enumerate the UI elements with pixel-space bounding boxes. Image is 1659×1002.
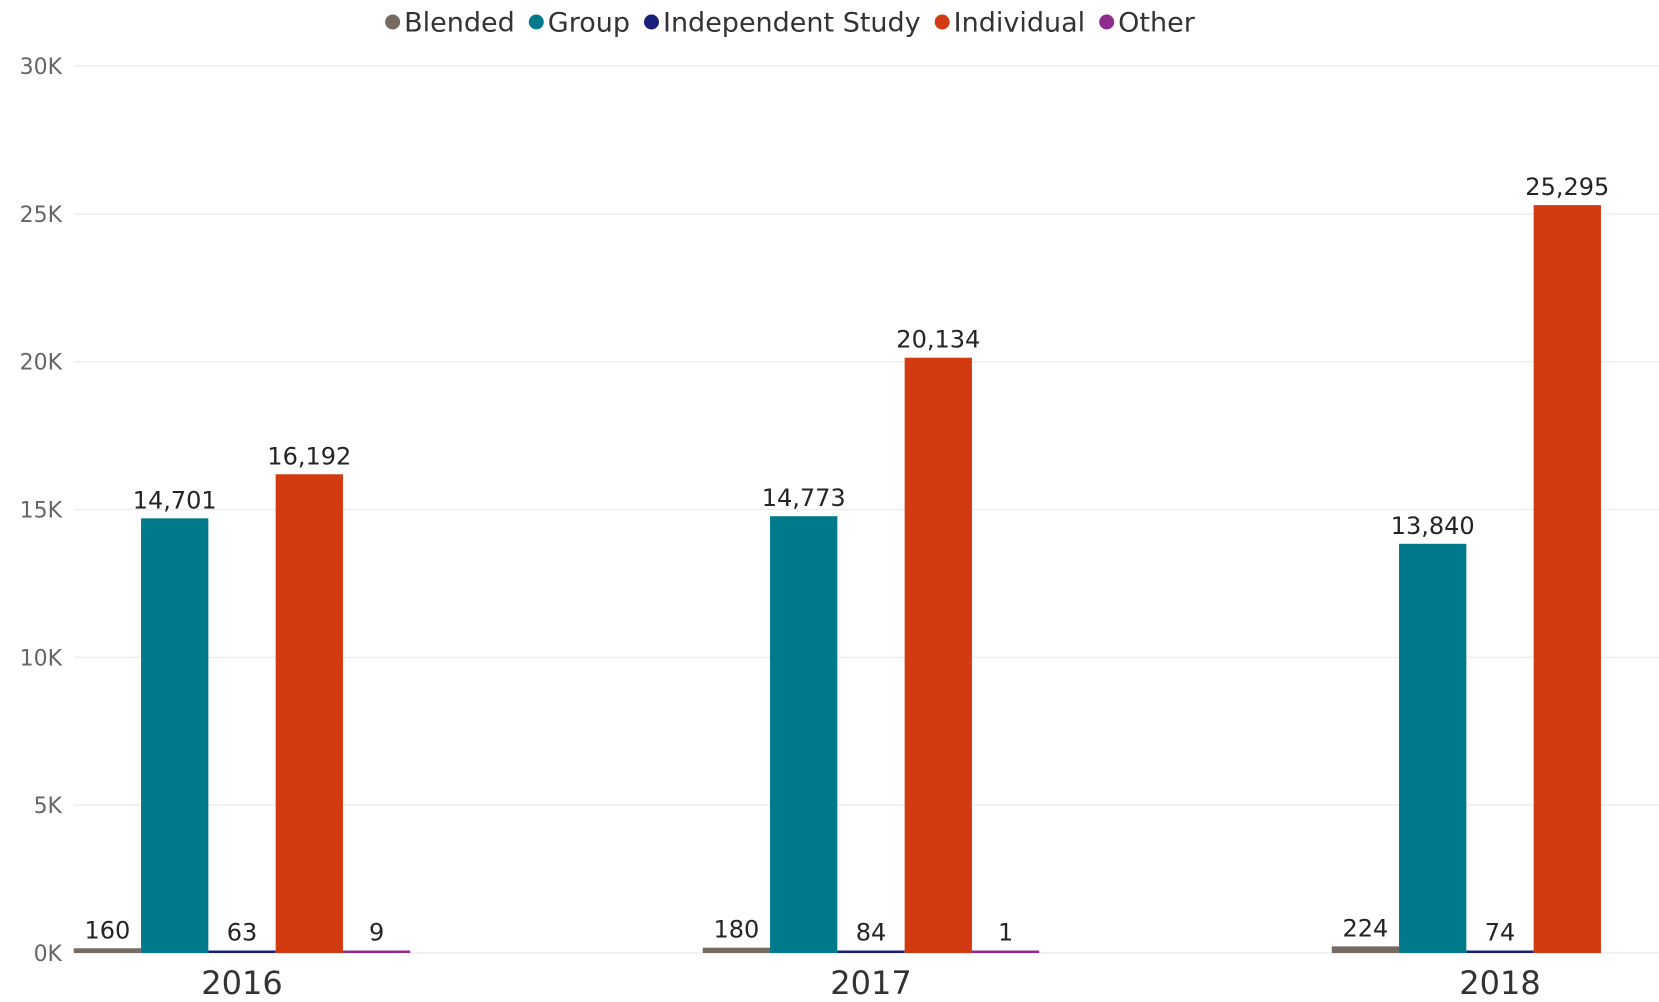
bar-blended-2016[interactable] [73, 948, 142, 953]
data-label-individual-2016: 16,192 [267, 442, 351, 470]
bar-individual-2017[interactable] [904, 357, 972, 954]
bar-group-2017[interactable] [770, 516, 838, 953]
y-axis: 0K 5K 10K 15K 20K 25K 30K [20, 55, 63, 967]
y-tick-label: 5K [34, 794, 63, 819]
y-tick-label: 10K [20, 646, 63, 671]
legend-label-individual: Individual [954, 8, 1086, 39]
data-label-group-2016: 14,701 [133, 486, 217, 514]
bar-independent-study-2017[interactable] [837, 950, 905, 954]
bars [73, 205, 1601, 954]
bar-blended-2018[interactable] [1331, 946, 1400, 953]
legend-item-individual[interactable]: Individual [934, 8, 1086, 39]
data-label-blended-2017: 180 [713, 916, 759, 944]
data-label-group-2017: 14,773 [762, 484, 846, 512]
legend-item-independent-study[interactable]: Independent Study [643, 8, 921, 39]
legend-item-group[interactable]: Group [528, 8, 630, 39]
legend-label-blended: Blended [404, 8, 515, 39]
data-label-individual-2017: 20,134 [896, 326, 980, 354]
data-label-group-2018: 13,840 [1391, 512, 1475, 540]
legend-label-independent-study: Independent Study [663, 8, 921, 39]
legend-label-group: Group [548, 8, 630, 39]
bar-individual-2018[interactable] [1533, 205, 1601, 954]
bar-group-2018[interactable] [1399, 543, 1467, 953]
bar-other-2017[interactable] [971, 950, 1040, 954]
data-label-other-2017: 1 [998, 919, 1013, 947]
bar-group-2016[interactable] [141, 518, 209, 953]
data-label-independent-study-2016: 63 [227, 919, 258, 947]
data-label-blended-2018: 224 [1342, 914, 1388, 942]
legend-item-blended[interactable]: Blended [385, 8, 515, 39]
bar-independent-study-2016[interactable] [208, 950, 276, 954]
data-label-independent-study-2017: 84 [856, 919, 887, 947]
legend: Blended Group Independent Study Individual O… [385, 8, 1196, 39]
data-labels: 160 14,701 63 16,192 9 180 14,773 84 20,134 1 224 1… [84, 173, 1609, 946]
legend-marker-independent-study [643, 14, 659, 30]
x-tick-label-2016: 2016 [201, 964, 282, 1002]
bar-independent-study-2018[interactable] [1466, 950, 1534, 954]
x-tick-label-2017: 2017 [830, 964, 911, 1002]
y-tick-label: 25K [20, 203, 63, 228]
data-label-other-2016: 9 [369, 919, 384, 947]
data-label-independent-study-2018: 74 [1485, 919, 1516, 947]
y-tick-label: 20K [20, 351, 63, 376]
bar-blended-2017[interactable] [702, 947, 771, 953]
x-tick-label-2018: 2018 [1459, 964, 1540, 1002]
bar-other-2016[interactable] [342, 950, 411, 954]
legend-marker-group [528, 14, 544, 30]
y-tick-label: 15K [20, 499, 63, 524]
legend-label-other: Other [1118, 8, 1196, 39]
bar-individual-2016[interactable] [275, 474, 343, 953]
data-label-blended-2016: 160 [84, 916, 130, 944]
legend-marker-blended [385, 14, 401, 30]
y-tick-label: 30K [20, 55, 63, 80]
legend-marker-other [1099, 14, 1115, 30]
data-label-individual-2018: 25,295 [1525, 173, 1609, 201]
y-tick-label: 0K [34, 942, 63, 967]
legend-marker-individual [934, 14, 950, 30]
legend-item-other[interactable]: Other [1099, 8, 1196, 39]
x-axis: 2016 2017 2018 [201, 964, 1540, 1002]
